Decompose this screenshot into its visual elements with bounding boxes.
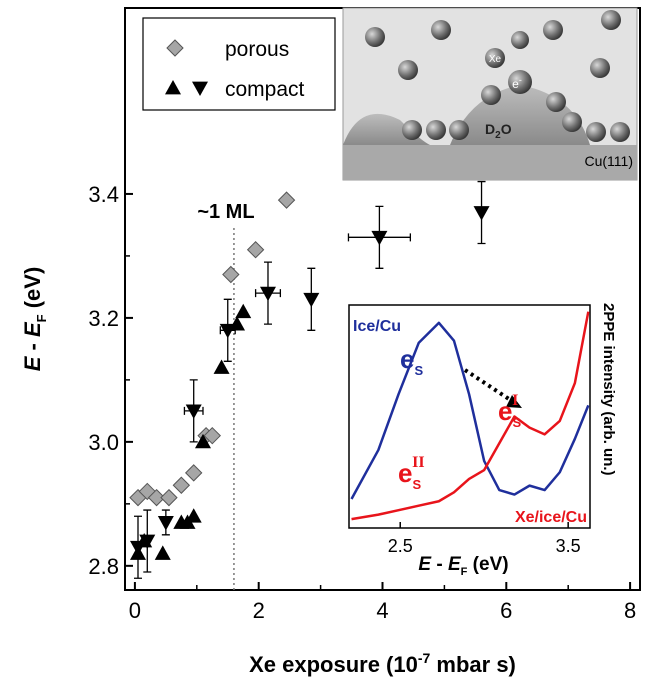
annotation-base: e: [498, 396, 512, 426]
inset-x-e: E: [448, 554, 462, 575]
inset-x-tick-label: 3.5: [556, 536, 581, 556]
legend-label: compact: [225, 78, 305, 101]
triangle-marker: [157, 516, 174, 531]
annotation-sup: I: [512, 392, 518, 409]
triangle-marker: [259, 286, 276, 302]
water-label: D2O: [485, 121, 512, 141]
annotation-sub: S: [412, 477, 421, 492]
reference-label: ~1 ML: [197, 201, 254, 223]
diamond-marker: [185, 464, 203, 482]
substrate-label: Cu(111): [584, 153, 633, 169]
triangle-marker: [303, 292, 320, 308]
diamond-marker: [203, 426, 221, 445]
triangle-marker: [185, 404, 202, 419]
diamond-marker: [172, 476, 191, 494]
inset-x-sub: F: [461, 566, 468, 578]
x-axis-label: Xe exposure (10-7 mbar s): [249, 650, 516, 677]
triangle-marker: [219, 323, 236, 339]
xe-atoms: [365, 10, 630, 142]
legend-box: [142, 17, 336, 111]
x-tick-label: 8: [624, 598, 636, 623]
annotation-sub: S: [512, 415, 521, 430]
y-tick-label: 2.8: [88, 554, 119, 579]
x-label-unit: mbar s): [430, 652, 516, 677]
annotation: eS II: [398, 454, 425, 492]
triangle-marker: [194, 433, 211, 449]
diamond-marker: [147, 488, 166, 507]
y-label-dash: -: [20, 337, 45, 357]
y-axis-label: E - EF (eV): [20, 267, 49, 372]
water-sub: 2: [495, 130, 501, 141]
triangle-marker: [235, 303, 252, 319]
substrate: [343, 145, 637, 180]
spectrum-line: [350, 321, 590, 500]
legend-label: porous: [225, 38, 289, 61]
inset-x-e: E: [418, 554, 432, 575]
electron-e: e: [512, 77, 519, 91]
legend-marker: [166, 39, 184, 57]
annotation-sub: S: [414, 363, 423, 378]
triangle-marker: [129, 540, 146, 556]
arrow: [463, 368, 517, 405]
x-tick-label: 2: [253, 598, 265, 623]
series-label: Xe/ice/Cu: [515, 509, 587, 526]
triangle-marker: [154, 545, 171, 560]
diamond-marker: [246, 241, 265, 259]
y-label-e: E: [20, 355, 45, 371]
y-tick-label: 3.2: [88, 306, 119, 331]
triangle-marker: [185, 508, 202, 523]
arrow-head: [506, 395, 522, 408]
triangle-marker: [371, 230, 388, 246]
y-tick-label: 3.4: [88, 182, 119, 207]
annotation-base: e: [398, 458, 412, 488]
xe-label: Xe: [489, 54, 502, 65]
inset-x-unit: (eV): [467, 554, 508, 575]
x-label-sup: -7: [418, 650, 431, 666]
annotation-sup: II: [412, 454, 424, 471]
series-label: Ice/Cu: [353, 318, 401, 335]
y-label-unit: (eV): [20, 267, 45, 315]
legend-marker: [192, 81, 208, 96]
cartoon: Xe e- D2O Cu(111): [342, 7, 638, 181]
water-d: D: [485, 121, 495, 137]
water-o: O: [501, 121, 512, 137]
y-label-sub: F: [34, 314, 49, 322]
legend-marker: [165, 80, 181, 95]
triangle-marker: [139, 534, 156, 550]
triangle-marker: [213, 359, 230, 374]
inset-frame: [348, 304, 591, 529]
y-label-e: E: [20, 321, 45, 337]
x-tick-label: 6: [500, 598, 512, 623]
diamond-marker: [277, 191, 296, 209]
inset-y-label: 2PPE intensity (arb. un.): [600, 303, 617, 476]
inset-x-label: E - EF (eV): [418, 554, 508, 578]
x-tick-label: 4: [376, 598, 388, 623]
triangle-marker: [473, 206, 490, 221]
annotation: eS: [400, 344, 423, 378]
diamond-marker: [222, 265, 240, 284]
y-tick-label: 3.0: [88, 430, 119, 455]
electron-sup: -: [519, 75, 522, 85]
annotation-base: e: [400, 344, 414, 374]
electron-label: e-: [512, 75, 522, 91]
x-label-text: Xe exposure (10: [249, 652, 418, 677]
annotation: eSI: [498, 392, 521, 430]
inset-x-dash: -: [431, 554, 448, 575]
x-tick-label: 0: [129, 598, 141, 623]
diamond-marker: [160, 488, 178, 507]
spectrum-line: [351, 311, 590, 521]
inset-x-tick-label: 2.5: [388, 536, 413, 556]
